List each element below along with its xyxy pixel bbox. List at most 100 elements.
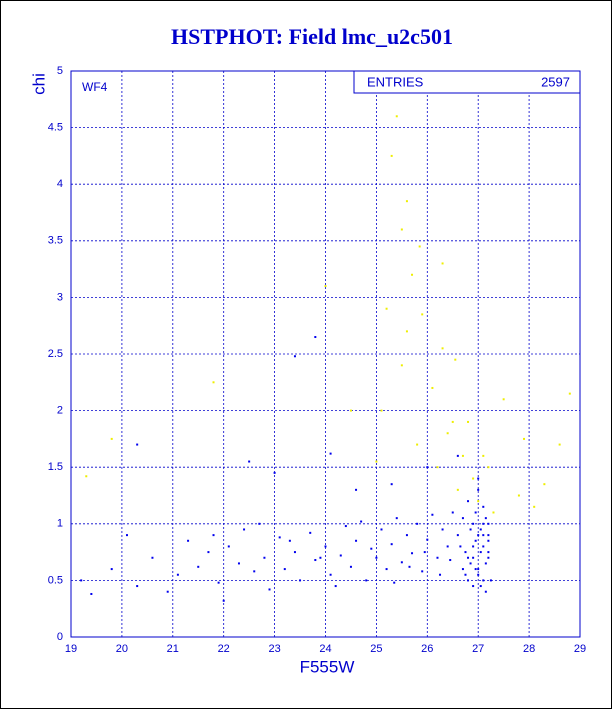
scatter-point: [543, 483, 546, 486]
scatter-point: [477, 488, 480, 491]
x-tick-label: 19: [65, 643, 77, 655]
scatter-point: [487, 556, 490, 559]
scatter-point: [314, 559, 317, 562]
scatter-point: [418, 245, 421, 248]
scatter-point: [380, 528, 383, 531]
scatter-point: [474, 539, 477, 542]
y-tick-label: 1.5: [48, 461, 63, 473]
scatter-point: [385, 568, 388, 571]
scatter-point: [431, 386, 434, 389]
y-tick-label: 4.5: [48, 122, 63, 134]
scatter-point: [349, 409, 352, 412]
scatter-point: [446, 432, 449, 435]
scatter-point: [207, 551, 210, 554]
scatter-point: [439, 573, 442, 576]
scatter-point: [263, 556, 266, 559]
y-tick-label: 0.5: [48, 574, 63, 586]
scatter-point: [467, 500, 470, 503]
scatter-point: [390, 154, 393, 157]
scatter-point: [227, 545, 230, 548]
scatter-point: [370, 547, 373, 550]
scatter-point: [421, 313, 424, 316]
scatter-point: [469, 562, 472, 565]
scatter-point: [355, 488, 358, 491]
scatter-point: [222, 599, 225, 602]
y-tick-label: 4: [57, 178, 63, 190]
x-tick-label: 26: [421, 643, 433, 655]
scatter-point: [349, 565, 352, 568]
scatter-point: [405, 330, 408, 333]
scatter-point: [136, 443, 139, 446]
scatter-point: [253, 570, 256, 573]
x-tick-label: 21: [167, 643, 179, 655]
scatter-point: [299, 579, 302, 582]
scatter-point: [523, 437, 526, 440]
scatter-point: [248, 460, 251, 463]
scatter-point: [464, 573, 467, 576]
scatter-point: [197, 565, 200, 568]
scatter-point: [487, 534, 490, 537]
y-tick-label: 3: [57, 291, 63, 303]
x-tick-label: 20: [116, 643, 128, 655]
scatter-point: [258, 522, 261, 525]
scatter-point: [467, 556, 470, 559]
scatter-point: [395, 517, 398, 520]
x-tick-label: 28: [523, 643, 535, 655]
scatter-point: [451, 420, 454, 423]
scatter-point: [125, 534, 128, 537]
plot-frame: [70, 70, 581, 638]
scatter-point: [375, 556, 378, 559]
scatter-point: [487, 466, 490, 469]
scatter-point: [441, 347, 444, 350]
scatter-point: [484, 562, 487, 565]
scatter-point: [472, 477, 475, 480]
scatter-point: [472, 585, 475, 588]
scatter-point: [477, 573, 480, 576]
scatter-point: [405, 534, 408, 537]
scatter-point: [423, 551, 426, 554]
scatter-point: [212, 381, 215, 384]
scatter-point: [344, 525, 347, 528]
scatter-point: [273, 471, 276, 474]
scatter-point: [293, 551, 296, 554]
scatter-point: [484, 590, 487, 593]
scatter-point: [474, 568, 477, 571]
scatter-point: [411, 273, 414, 276]
scatter-point: [416, 443, 419, 446]
x-tick-label: 29: [574, 643, 586, 655]
scatter-point: [187, 539, 190, 542]
scatter-point: [482, 579, 485, 582]
scatter-point: [212, 534, 215, 537]
scatter-point: [456, 454, 459, 457]
stats-value: 2597: [541, 74, 570, 89]
scatter-point: [472, 545, 475, 548]
x-tick-label: 23: [268, 643, 280, 655]
scatter-point: [110, 568, 113, 571]
scatter-point: [479, 585, 482, 588]
scatter-point: [474, 511, 477, 514]
scatter-point: [176, 573, 179, 576]
x-tick-label: 25: [370, 643, 382, 655]
x-tick-label: 24: [319, 643, 331, 655]
scatter-point: [380, 409, 383, 412]
scatter-point: [477, 568, 480, 571]
scatter-point: [464, 551, 467, 554]
x-tick-label: 22: [218, 643, 230, 655]
scatter-point: [400, 364, 403, 367]
scatter-point: [390, 543, 393, 546]
stats-box: [353, 70, 581, 94]
scatter-point: [533, 505, 536, 508]
scatter-point: [408, 565, 411, 568]
scatter-point: [449, 559, 452, 562]
scatter-point: [324, 545, 327, 548]
scatter-point: [479, 528, 482, 531]
annotation: WF4: [82, 80, 108, 94]
y-tick-label: 2: [57, 405, 63, 417]
scatter-point: [472, 556, 475, 559]
scatter-point: [110, 437, 113, 440]
scatter-point: [360, 520, 363, 523]
scatter-point: [166, 590, 169, 593]
scatter-point: [517, 494, 520, 497]
scatter-point: [456, 488, 459, 491]
